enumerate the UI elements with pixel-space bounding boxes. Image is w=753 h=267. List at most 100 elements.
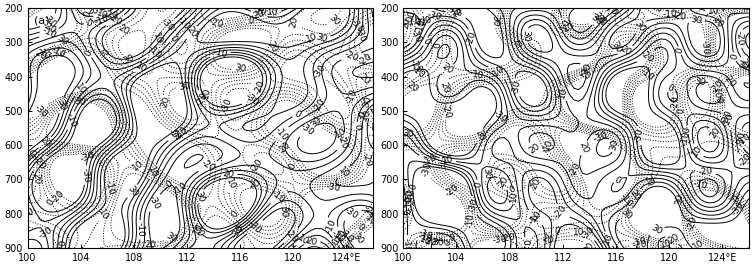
Text: 20: 20 xyxy=(357,72,371,86)
Text: 30: 30 xyxy=(178,82,191,92)
Text: 20: 20 xyxy=(305,236,319,247)
Text: 20: 20 xyxy=(541,234,555,246)
Text: 30: 30 xyxy=(589,13,603,28)
Text: 30: 30 xyxy=(326,13,341,27)
Text: 10: 10 xyxy=(360,107,373,121)
Text: -20: -20 xyxy=(638,49,655,65)
Text: 10: 10 xyxy=(404,14,416,27)
Text: 10: 10 xyxy=(447,4,462,18)
Text: 30: 30 xyxy=(581,241,596,255)
Text: -20: -20 xyxy=(334,227,349,244)
Text: -30: -30 xyxy=(447,7,464,21)
Text: 30: 30 xyxy=(361,95,373,109)
Text: 20: 20 xyxy=(184,25,198,40)
Text: 30: 30 xyxy=(233,64,246,74)
Text: -10: -10 xyxy=(273,125,289,143)
Text: -20: -20 xyxy=(253,79,267,96)
Text: -30: -30 xyxy=(299,122,316,138)
Text: -20: -20 xyxy=(283,227,300,244)
Text: 0: 0 xyxy=(508,184,517,195)
Text: 0: 0 xyxy=(230,210,240,219)
Text: 10: 10 xyxy=(562,21,577,34)
Text: -10: -10 xyxy=(50,45,67,60)
Text: -30: -30 xyxy=(579,224,596,241)
Text: -30: -30 xyxy=(421,161,434,177)
Text: -10: -10 xyxy=(558,18,572,35)
Text: -30: -30 xyxy=(700,40,710,55)
Text: 10: 10 xyxy=(712,87,721,99)
Text: 20: 20 xyxy=(339,241,353,255)
Text: 20: 20 xyxy=(117,23,131,37)
Text: -10: -10 xyxy=(693,179,709,191)
Text: 30: 30 xyxy=(401,129,413,138)
Text: 20: 20 xyxy=(38,135,52,150)
Text: 20: 20 xyxy=(527,142,541,155)
Text: 20: 20 xyxy=(222,170,235,180)
Text: 10: 10 xyxy=(201,87,212,100)
Text: 20: 20 xyxy=(160,96,171,109)
Text: 30: 30 xyxy=(694,77,707,87)
Text: 10: 10 xyxy=(691,144,704,158)
Text: 0: 0 xyxy=(714,96,723,103)
Text: -10: -10 xyxy=(41,26,58,41)
Text: 0: 0 xyxy=(553,226,560,236)
Text: 0: 0 xyxy=(420,37,431,46)
Text: -20: -20 xyxy=(199,158,216,174)
Text: -20: -20 xyxy=(50,189,66,206)
Text: 20: 20 xyxy=(266,40,279,54)
Text: 0: 0 xyxy=(330,237,341,247)
Text: -10: -10 xyxy=(417,231,434,244)
Text: -30: -30 xyxy=(592,131,608,144)
Text: 0: 0 xyxy=(729,53,739,61)
Text: 30: 30 xyxy=(351,231,365,246)
Text: -20: -20 xyxy=(568,160,583,178)
Text: -30: -30 xyxy=(343,205,360,221)
Text: (a): (a) xyxy=(35,15,50,25)
Text: -30: -30 xyxy=(246,219,264,235)
Text: -20: -20 xyxy=(632,240,647,250)
Text: 30: 30 xyxy=(56,99,67,112)
Text: 0: 0 xyxy=(400,207,410,216)
Text: 0: 0 xyxy=(666,83,675,93)
Text: -10: -10 xyxy=(416,227,434,241)
Text: -20: -20 xyxy=(191,221,205,238)
Text: 0: 0 xyxy=(288,161,298,171)
Text: 20: 20 xyxy=(87,6,99,16)
Text: 30: 30 xyxy=(674,193,684,206)
Text: -20: -20 xyxy=(465,30,478,47)
Text: 10: 10 xyxy=(558,87,569,100)
Text: 10: 10 xyxy=(131,159,145,173)
Text: -20: -20 xyxy=(709,78,725,96)
Text: 30: 30 xyxy=(633,19,646,34)
Text: -20: -20 xyxy=(685,215,699,231)
Text: -20: -20 xyxy=(404,189,415,204)
Text: 30: 30 xyxy=(29,148,39,160)
Text: 10: 10 xyxy=(224,177,237,191)
Text: 0: 0 xyxy=(520,239,529,245)
Text: -30: -30 xyxy=(36,225,53,241)
Text: 20: 20 xyxy=(578,68,592,81)
Text: 20: 20 xyxy=(367,104,380,119)
Text: -10: -10 xyxy=(721,112,736,129)
Text: 20: 20 xyxy=(252,8,266,21)
Text: -10: -10 xyxy=(212,48,228,60)
Text: -30: -30 xyxy=(720,109,734,126)
Text: -20: -20 xyxy=(312,97,328,114)
Text: -20: -20 xyxy=(343,49,360,63)
Text: 0: 0 xyxy=(433,42,443,48)
Text: 0: 0 xyxy=(358,110,368,119)
Text: -10: -10 xyxy=(146,44,163,61)
Text: -10: -10 xyxy=(64,112,78,129)
Text: 0: 0 xyxy=(292,109,301,120)
Text: 20: 20 xyxy=(144,240,156,250)
Text: -30: -30 xyxy=(251,4,268,18)
Text: -30: -30 xyxy=(41,13,58,30)
Text: 10: 10 xyxy=(471,70,484,81)
Text: 10: 10 xyxy=(441,154,454,166)
Text: -20: -20 xyxy=(406,192,416,207)
Text: -20: -20 xyxy=(336,133,349,150)
Text: -30: -30 xyxy=(79,150,96,164)
Text: 10: 10 xyxy=(191,221,205,235)
Text: 0: 0 xyxy=(352,123,361,130)
Text: 30: 30 xyxy=(619,207,634,221)
